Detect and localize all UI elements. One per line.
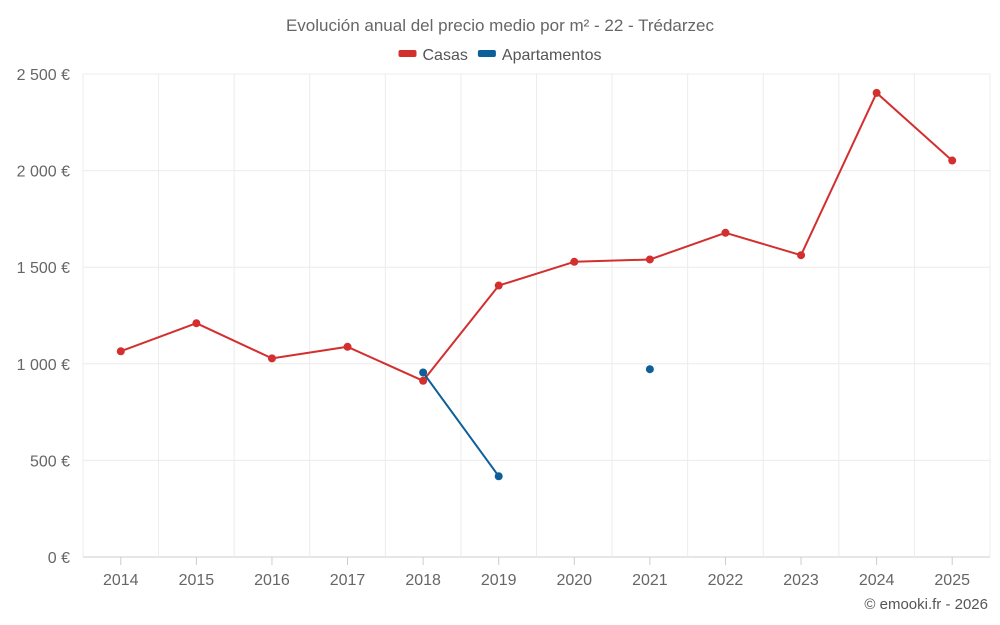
y-tick-label: 1 500 €	[17, 260, 70, 277]
legend-label: Apartamentos	[502, 47, 602, 64]
x-tick-label: 2021	[632, 572, 668, 589]
chart-title: Evolución anual del precio medio por m² …	[286, 16, 715, 35]
credit-text: © emooki.fr - 2026	[864, 596, 988, 613]
axis-ticks: 0 € 500 € 1 000 € 1 500 € 2 000 € 2 500 € 2014…	[17, 67, 970, 589]
y-tick-label: 1 000 €	[17, 357, 70, 374]
data-point[interactable]	[797, 251, 806, 260]
legend: Casas Apartamentos	[398, 47, 602, 64]
y-tick-label: 2 500 €	[17, 67, 70, 84]
data-point[interactable]	[116, 347, 125, 356]
x-tick-label: 2015	[179, 572, 215, 589]
x-tick-label: 2016	[254, 572, 290, 589]
x-tick-label: 2017	[330, 572, 366, 589]
data-point[interactable]	[343, 342, 352, 351]
data-point[interactable]	[948, 156, 957, 165]
legend-swatch	[477, 50, 496, 57]
legend-item-apartamentos[interactable]: Apartamentos	[477, 47, 602, 64]
data-point[interactable]	[419, 368, 428, 377]
legend-swatch	[398, 50, 417, 57]
data-point[interactable]	[645, 365, 654, 374]
data-point[interactable]	[494, 281, 503, 290]
legend-label: Casas	[423, 47, 468, 64]
x-tick-label: 2014	[103, 572, 139, 589]
x-tick-label: 2019	[481, 572, 517, 589]
series-casas	[116, 88, 957, 385]
x-tick-label: 2025	[934, 572, 970, 589]
x-tick-label: 2024	[859, 572, 895, 589]
y-tick-label: 500 €	[30, 453, 70, 470]
data-point[interactable]	[192, 319, 201, 328]
series-apartamentos	[419, 365, 654, 481]
data-point[interactable]	[872, 88, 881, 97]
legend-item-casas[interactable]: Casas	[398, 47, 468, 64]
data-point[interactable]	[267, 354, 276, 363]
x-tick-label: 2022	[708, 572, 744, 589]
data-point[interactable]	[570, 257, 579, 266]
data-point[interactable]	[494, 472, 503, 481]
x-tick-label: 2020	[556, 572, 592, 589]
y-tick-label: 0 €	[48, 550, 70, 567]
series-line	[120, 91, 953, 382]
data-point[interactable]	[721, 228, 730, 237]
data-point[interactable]	[419, 376, 428, 385]
x-tick-label: 2018	[405, 572, 441, 589]
x-tick-label: 2023	[783, 572, 819, 589]
y-tick-label: 2 000 €	[17, 164, 70, 181]
grid	[82, 73, 991, 558]
data-point[interactable]	[645, 255, 654, 264]
series-layer	[116, 88, 957, 481]
